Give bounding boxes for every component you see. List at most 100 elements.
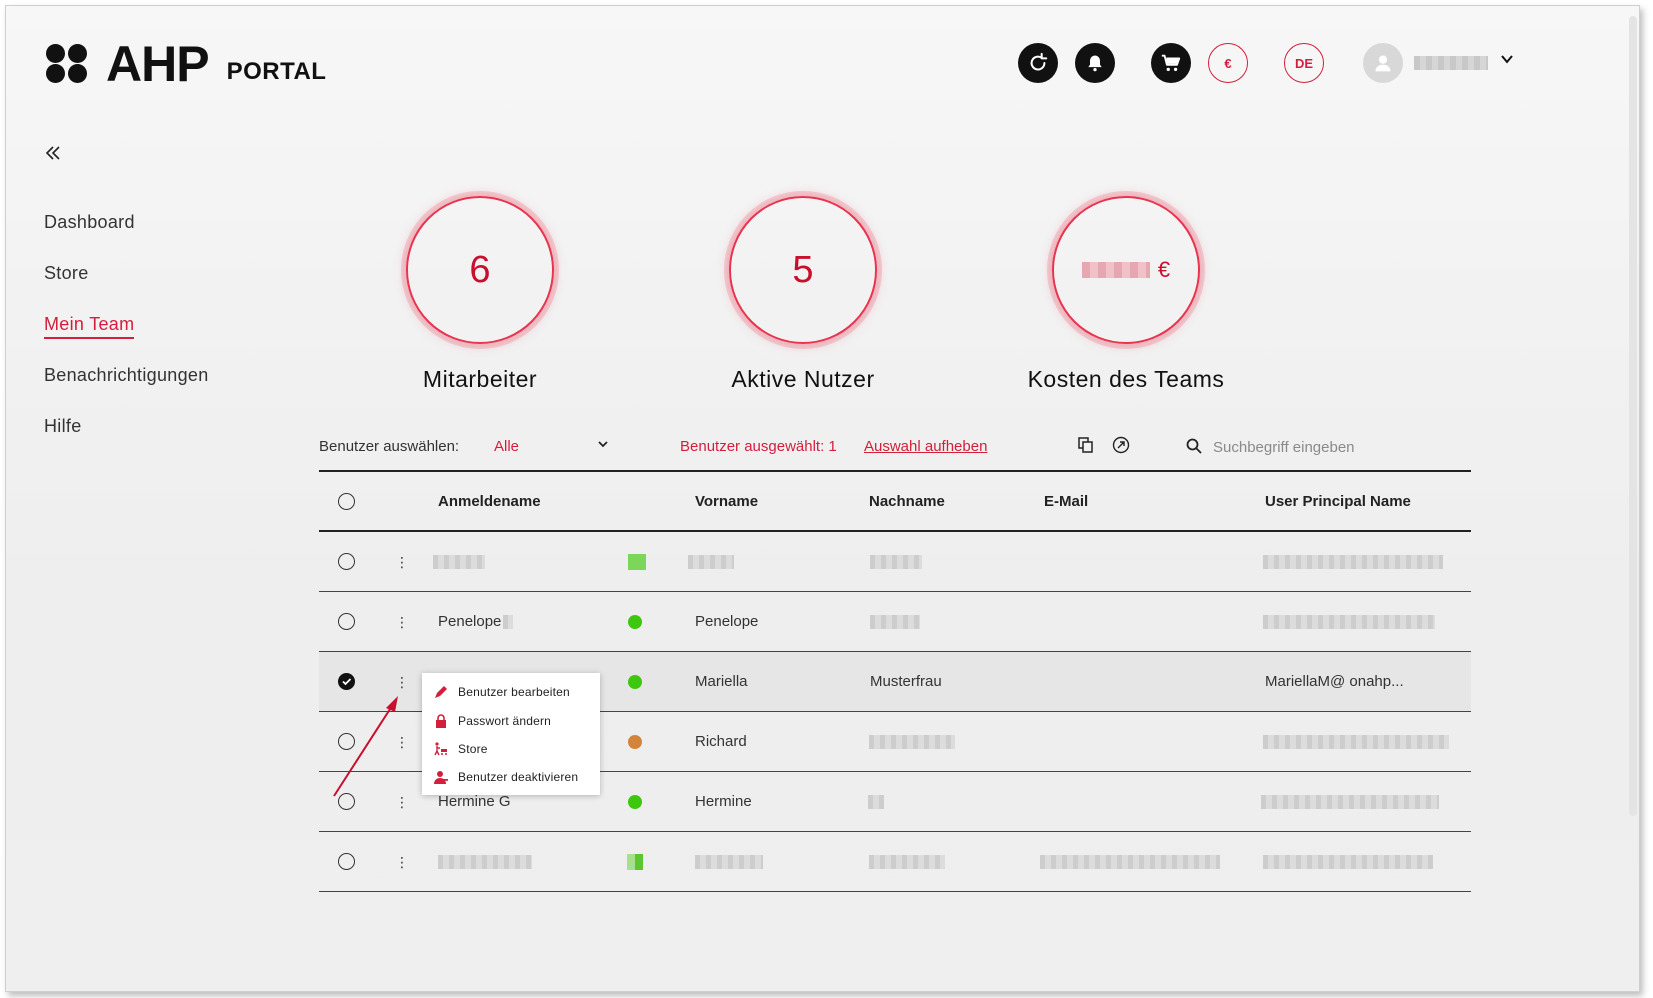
notifications-button[interactable] [1075, 43, 1115, 83]
export-icon[interactable] [1112, 436, 1130, 454]
redacted-upn [1263, 734, 1449, 749]
col-upn[interactable]: User Principal Name [1265, 492, 1411, 510]
stat-ring: 5 [729, 196, 877, 344]
redacted-nachname [870, 554, 922, 569]
logo-text: AHP [106, 36, 210, 92]
bell-icon [1088, 55, 1102, 72]
redacted-anmeldename [433, 554, 485, 569]
status-indicator [628, 674, 642, 689]
menu-item-label: Benutzer bearbeiten [458, 685, 570, 699]
stat-ring: 6 [406, 196, 554, 344]
language-button[interactable]: DE [1284, 43, 1324, 83]
cart-person-icon [434, 742, 447, 756]
logo[interactable]: AHP PORTAL [46, 36, 327, 92]
stat-mitarbeiter: 6 Mitarbeiter [360, 196, 600, 393]
table-header: Anmeldename Vorname Nachname E-Mail User… [319, 472, 1471, 532]
col-vorname[interactable]: Vorname [695, 492, 759, 510]
user-icon [1375, 55, 1391, 72]
table-row[interactable]: ⋮ Richard [319, 712, 1471, 772]
status-indicator [628, 553, 646, 570]
table-row[interactable]: ⋮ Hermine G Hermine [319, 772, 1471, 832]
menu-item-store[interactable]: Store [434, 742, 488, 756]
redacted-email [1040, 854, 1220, 869]
menu-item-label: Benutzer deaktivieren [458, 770, 579, 784]
redacted-upn [1263, 614, 1435, 629]
user-remove-icon [434, 771, 448, 784]
row-menu-icon[interactable]: ⋮ [395, 673, 409, 690]
table-row[interactable]: ⋮ [319, 532, 1471, 592]
vorname: Mariella [695, 673, 748, 690]
status-indicator [628, 794, 642, 809]
table-row[interactable]: ⋮ [319, 832, 1471, 892]
user-select-label: Benutzer auswählen: [319, 438, 460, 455]
sidebar-item-store[interactable]: Store [44, 263, 89, 283]
table-row[interactable]: ⋮ Penelope Penelope [319, 592, 1471, 652]
stat-ring: € [1052, 196, 1200, 344]
vorname: Penelope [695, 613, 759, 630]
cart-icon [1161, 54, 1181, 72]
cart-button[interactable] [1151, 43, 1191, 83]
scrollbar[interactable] [1629, 16, 1637, 816]
user-name-redacted[interactable] [1414, 56, 1488, 70]
select-all-radio[interactable] [338, 492, 355, 510]
menu-item-deactivate-user[interactable]: Benutzer deaktivieren [434, 770, 578, 784]
row-select-radio[interactable] [338, 553, 355, 570]
redacted-vorname [688, 554, 734, 569]
row-select-radio[interactable] [338, 853, 355, 870]
sidebar-item-benachrichtigungen[interactable]: Benachrichtigungen [44, 365, 209, 385]
col-nachname[interactable]: Nachname [869, 492, 945, 510]
vorname: Hermine [695, 793, 752, 810]
chevron-down-icon[interactable] [1500, 52, 1514, 66]
nachname: Musterfrau [870, 673, 942, 690]
vorname: Richard [695, 733, 747, 750]
refresh-button[interactable] [1018, 43, 1058, 83]
sidebar-item-dashboard[interactable]: Dashboard [44, 212, 135, 232]
row-select-radio[interactable] [338, 793, 355, 810]
row-select-radio[interactable] [338, 733, 355, 750]
stat-kosten: € Kosten des Teams [1006, 196, 1246, 393]
copy-icon[interactable] [1077, 436, 1095, 454]
pencil-icon [435, 686, 447, 698]
logo-dots-icon [46, 44, 98, 84]
anmeldename: Penelope [438, 613, 502, 630]
check-icon [342, 678, 352, 686]
stat-label: Mitarbeiter [422, 366, 538, 392]
menu-item-label: Store [458, 742, 488, 756]
redacted-nachname [869, 854, 945, 869]
redacted-nachname [869, 734, 955, 749]
row-select-radio-checked[interactable] [338, 673, 355, 690]
redacted-upn [1263, 854, 1433, 869]
sidebar-item-hilfe[interactable]: Hilfe [44, 416, 82, 436]
avatar[interactable] [1363, 43, 1403, 83]
redacted-nachname [870, 614, 920, 629]
row-menu-icon[interactable]: ⋮ [395, 733, 409, 750]
sidebar-item-mein-team[interactable]: Mein Team [44, 314, 135, 339]
annotation-arrow [333, 696, 398, 797]
row-menu-icon[interactable]: ⋮ [395, 613, 409, 630]
row-menu-icon[interactable]: ⋮ [395, 553, 409, 570]
row-menu-icon[interactable]: ⋮ [395, 853, 409, 870]
clear-selection-link[interactable]: Auswahl aufheben [864, 438, 988, 455]
stat-label: Aktive Nutzer [731, 366, 875, 392]
col-anmeldename[interactable]: Anmeldename [438, 492, 541, 510]
anmeldename: Hermine G [438, 793, 511, 810]
redacted-amount [1081, 262, 1150, 278]
col-email[interactable]: E-Mail [1044, 492, 1089, 510]
chevron-down-icon[interactable] [597, 438, 609, 450]
row-select-radio[interactable] [338, 613, 355, 630]
collapse-sidebar-icon[interactable] [44, 144, 62, 162]
menu-item-change-password[interactable]: Passwort ändern [434, 714, 551, 728]
currency-button[interactable]: € [1208, 43, 1248, 83]
search-input[interactable] [1211, 432, 1475, 462]
row-context-menu: Benutzer bearbeiten Passwort ändern Stor… [422, 673, 600, 795]
row-menu-icon[interactable]: ⋮ [395, 793, 409, 810]
search-icon [1186, 438, 1202, 454]
menu-item-label: Passwort ändern [458, 714, 552, 728]
user-select-value[interactable]: Alle [494, 438, 520, 455]
lock-icon [436, 714, 446, 728]
stat-label: Kosten des Teams [1027, 366, 1225, 392]
menu-item-edit-user[interactable]: Benutzer bearbeiten [434, 685, 570, 699]
logo-subtitle: PORTAL [226, 58, 327, 85]
redacted-nachname [868, 794, 884, 809]
refresh-icon [1030, 52, 1048, 71]
